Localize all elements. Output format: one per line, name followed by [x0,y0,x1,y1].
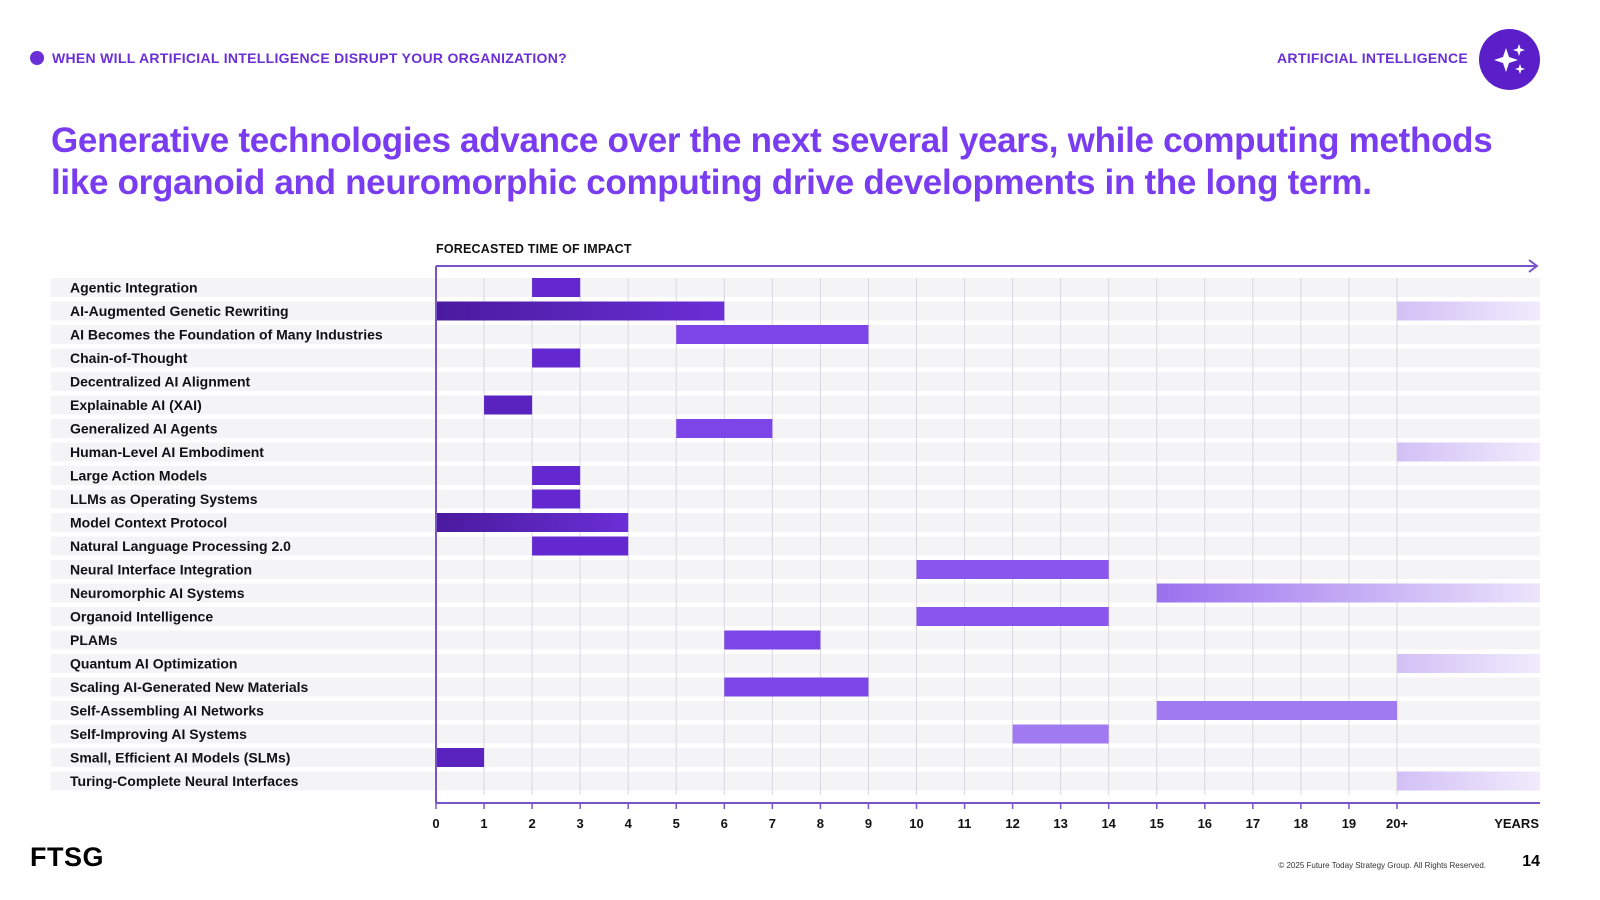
row-label: Generalized AI Agents [70,421,218,437]
row-label: Explainable AI (XAI) [70,397,202,413]
tick-label: 16 [1198,816,1212,831]
sparkles-icon [1479,29,1540,90]
row-band [51,771,1540,791]
row-band [51,489,1540,509]
section-label-text: WHEN WILL ARTIFICIAL INTELLIGENCE DISRUP… [52,50,567,66]
tick-label: 3 [577,816,584,831]
row-label: Model Context Protocol [70,515,227,531]
page-number: 14 [1522,853,1540,870]
chart-axis-title: FORECASTED TIME OF IMPACT [436,242,632,256]
tick-label: 6 [721,816,728,831]
tick-label: 8 [817,816,824,831]
tick-label: 20+ [1386,816,1408,831]
page-headline: Generative technologies advance over the… [51,121,1493,202]
tick-label: 0 [432,816,439,831]
row-label: PLAMs [70,632,118,648]
tick-label: 10 [909,816,923,831]
timeline-bar [1156,701,1397,720]
timeline-bar [532,489,581,509]
row-band [51,466,1540,485]
x-axis-label: YEARS [1494,816,1539,831]
timeline-bar [676,419,773,438]
timeline-bar [436,301,725,321]
timeline-bar [1156,583,1540,603]
bullet-dot-icon [30,51,44,65]
row-label: Agentic Integration [70,280,198,296]
row-label: Small, Efficient AI Models (SLMs) [70,750,290,766]
timeline-bar [484,395,533,415]
timeline-bar [532,348,581,368]
row-label: Large Action Models [70,468,207,484]
tick-label: 2 [528,816,535,831]
row-label: AI Becomes the Foundation of Many Indust… [70,327,383,343]
row-label: Organoid Intelligence [70,609,213,625]
timeline-bar [724,677,869,697]
tick-label: 15 [1150,816,1164,831]
tick-label: 5 [673,816,680,831]
row-label: Quantum AI Optimization [70,656,237,672]
timeline-bar [1012,724,1109,744]
row-band [51,395,1540,415]
copyright-text: © 2025 Future Today Strategy Group. All … [1278,861,1486,870]
row-band [51,419,1540,438]
timeline-bar [916,607,1109,626]
tick-label: 7 [769,816,776,831]
row-band [51,724,1540,744]
timeline-bar-tail [1397,301,1540,321]
timeline-bar [724,630,821,650]
row-band [51,301,1540,321]
category-label: ARTIFICIAL INTELLIGENCE [1277,50,1468,66]
timeline-bar [436,513,629,532]
timeline-bar-tail [1397,771,1540,791]
tick-label: 13 [1053,816,1067,831]
timeline-bar [916,560,1109,579]
timeline-bar [532,536,629,556]
row-label: AI-Augmented Genetic Rewriting [70,303,289,319]
row-band [51,442,1540,462]
ftsg-logo: FTSG [30,842,104,872]
row-band [51,654,1540,673]
row-label: Turing-Complete Neural Interfaces [70,773,299,789]
row-band [51,348,1540,368]
arrow-right-icon [1528,259,1539,273]
timeline-bar [532,278,581,297]
section-label: WHEN WILL ARTIFICIAL INTELLIGENCE DISRUP… [30,50,567,66]
row-band [51,560,1540,579]
tick-label: 18 [1294,816,1308,831]
timeline-bar [676,325,869,344]
row-label: Chain-of-Thought [70,350,188,366]
row-label: LLMs as Operating Systems [70,491,258,507]
tick-label: 17 [1246,816,1260,831]
tick-label: 19 [1342,816,1356,831]
tick-label: 12 [1005,816,1019,831]
tick-label: 4 [625,816,633,831]
row-band [51,536,1540,556]
row-band [51,278,1540,297]
timeline-bar-tail [1397,654,1540,673]
tick-label: 9 [865,816,872,831]
tick-label: 11 [958,816,972,831]
tick-label: 1 [480,816,487,831]
row-band [51,513,1540,532]
row-label: Decentralized AI Alignment [70,374,251,390]
row-label: Neuromorphic AI Systems [70,585,245,601]
timeline-bar [532,466,581,485]
tick-label: 14 [1101,816,1116,831]
row-label: Self-Assembling AI Networks [70,703,264,719]
row-band [51,372,1540,391]
row-label: Natural Language Processing 2.0 [70,538,291,554]
row-label: Neural Interface Integration [70,562,252,578]
timeline-bar [436,748,485,767]
timeline-bar-tail [1397,442,1540,462]
row-band [51,607,1540,626]
row-band [51,748,1540,767]
row-label: Human-Level AI Embodiment [70,444,264,460]
row-label: Scaling AI-Generated New Materials [70,679,309,695]
row-label: Self-Improving AI Systems [70,726,247,742]
